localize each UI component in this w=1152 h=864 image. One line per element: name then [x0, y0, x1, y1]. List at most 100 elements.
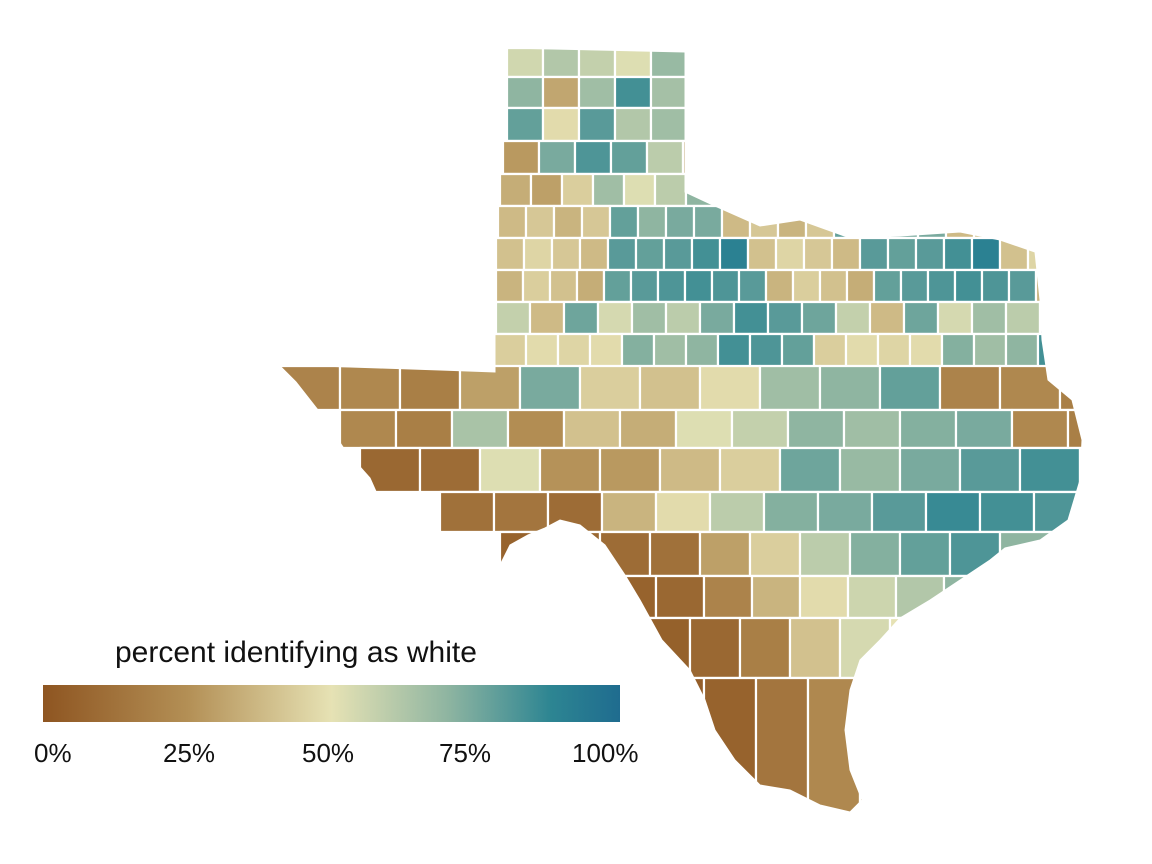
county-cell	[844, 332, 880, 370]
county-cell	[897, 139, 937, 176]
county-cell	[969, 139, 1009, 176]
county-cell	[830, 236, 862, 272]
county-cell	[898, 530, 952, 578]
county-cell	[505, 106, 545, 143]
county-cell	[548, 268, 579, 304]
county-cell	[498, 172, 533, 208]
county-cell	[758, 364, 822, 412]
county-cell	[649, 106, 689, 143]
county-cell	[591, 172, 626, 208]
county-cell	[638, 364, 702, 412]
county-cell	[681, 139, 721, 176]
county-cell	[973, 106, 1013, 143]
county-cell	[926, 268, 957, 304]
county-cell	[541, 48, 581, 79]
county-cell	[818, 268, 849, 304]
county-cell	[1009, 106, 1049, 143]
county-cell	[962, 676, 1018, 812]
county-cell	[1086, 206, 1114, 238]
county-cell	[708, 490, 766, 534]
county-cell	[718, 446, 782, 494]
county-cell	[774, 236, 806, 272]
county-cell	[634, 236, 666, 272]
county-cell	[618, 408, 678, 450]
county-cell	[1004, 332, 1040, 370]
county-cell	[829, 48, 869, 79]
county-cell	[684, 172, 719, 208]
county-cell	[588, 332, 624, 370]
county-cell	[963, 172, 998, 208]
county-cell	[596, 300, 634, 336]
county-cell	[738, 616, 792, 680]
county-cell	[888, 204, 920, 240]
county-cell	[721, 75, 761, 110]
county-cell	[562, 408, 622, 450]
county-cell	[937, 48, 977, 79]
county-cell	[541, 75, 581, 110]
county-cell	[1081, 75, 1082, 110]
county-cell	[937, 75, 977, 110]
county-cell	[650, 676, 706, 812]
county-cell	[1004, 300, 1042, 336]
county-cell	[932, 172, 967, 208]
county-cell	[858, 236, 890, 272]
county-cell	[541, 106, 581, 143]
county-cell	[978, 490, 1036, 534]
county-cell	[492, 490, 550, 534]
county-cell	[746, 236, 778, 272]
county-cell	[717, 139, 757, 176]
county-cell	[560, 172, 595, 208]
county-cell	[588, 616, 642, 680]
county-cell	[1088, 576, 1136, 618]
county-cell	[737, 268, 768, 304]
county-cell	[901, 172, 936, 208]
county-cell	[606, 574, 658, 620]
county-cell	[1007, 268, 1038, 304]
county-cell	[825, 139, 865, 176]
county-cell	[860, 204, 892, 240]
county-cell	[501, 139, 541, 176]
county-cell	[1045, 106, 1082, 143]
county-cell	[954, 408, 1014, 450]
county-cell	[910, 676, 966, 812]
county-cell	[1038, 616, 1082, 680]
county-cell	[804, 204, 836, 240]
county-cell	[748, 332, 784, 370]
county-cell	[980, 268, 1011, 304]
county-cell	[972, 332, 1008, 370]
county-cell	[606, 236, 638, 272]
county-cell	[1005, 139, 1045, 176]
county-cell	[940, 332, 976, 370]
legend-color-bar	[43, 685, 620, 722]
county-cell	[757, 48, 797, 79]
county-cell	[652, 332, 688, 370]
county-cell	[715, 172, 750, 208]
county-cell	[418, 446, 482, 494]
county-cell	[780, 332, 816, 370]
county-cell	[938, 364, 1002, 412]
county-cell	[710, 268, 741, 304]
county-cell	[1018, 446, 1082, 494]
county-cell	[766, 300, 804, 336]
county-cell	[654, 574, 706, 620]
county-cell	[914, 236, 946, 272]
county-cell	[868, 300, 906, 336]
county-cell	[692, 204, 724, 240]
county-cell	[394, 408, 454, 450]
county-cell	[674, 408, 734, 450]
county-cell	[936, 300, 974, 336]
county-cell	[1009, 48, 1049, 79]
county-cell	[1000, 204, 1032, 240]
county-cell	[1078, 446, 1082, 494]
county-cell	[662, 236, 694, 272]
county-cell	[1036, 332, 1072, 370]
county-cell	[1026, 236, 1058, 272]
county-cell	[1081, 48, 1082, 79]
county-cell	[1089, 174, 1120, 206]
county-cell	[698, 364, 762, 412]
county-cell	[933, 139, 973, 176]
county-cell	[458, 364, 522, 412]
county-cell	[562, 300, 600, 336]
county-cell	[1081, 106, 1082, 143]
